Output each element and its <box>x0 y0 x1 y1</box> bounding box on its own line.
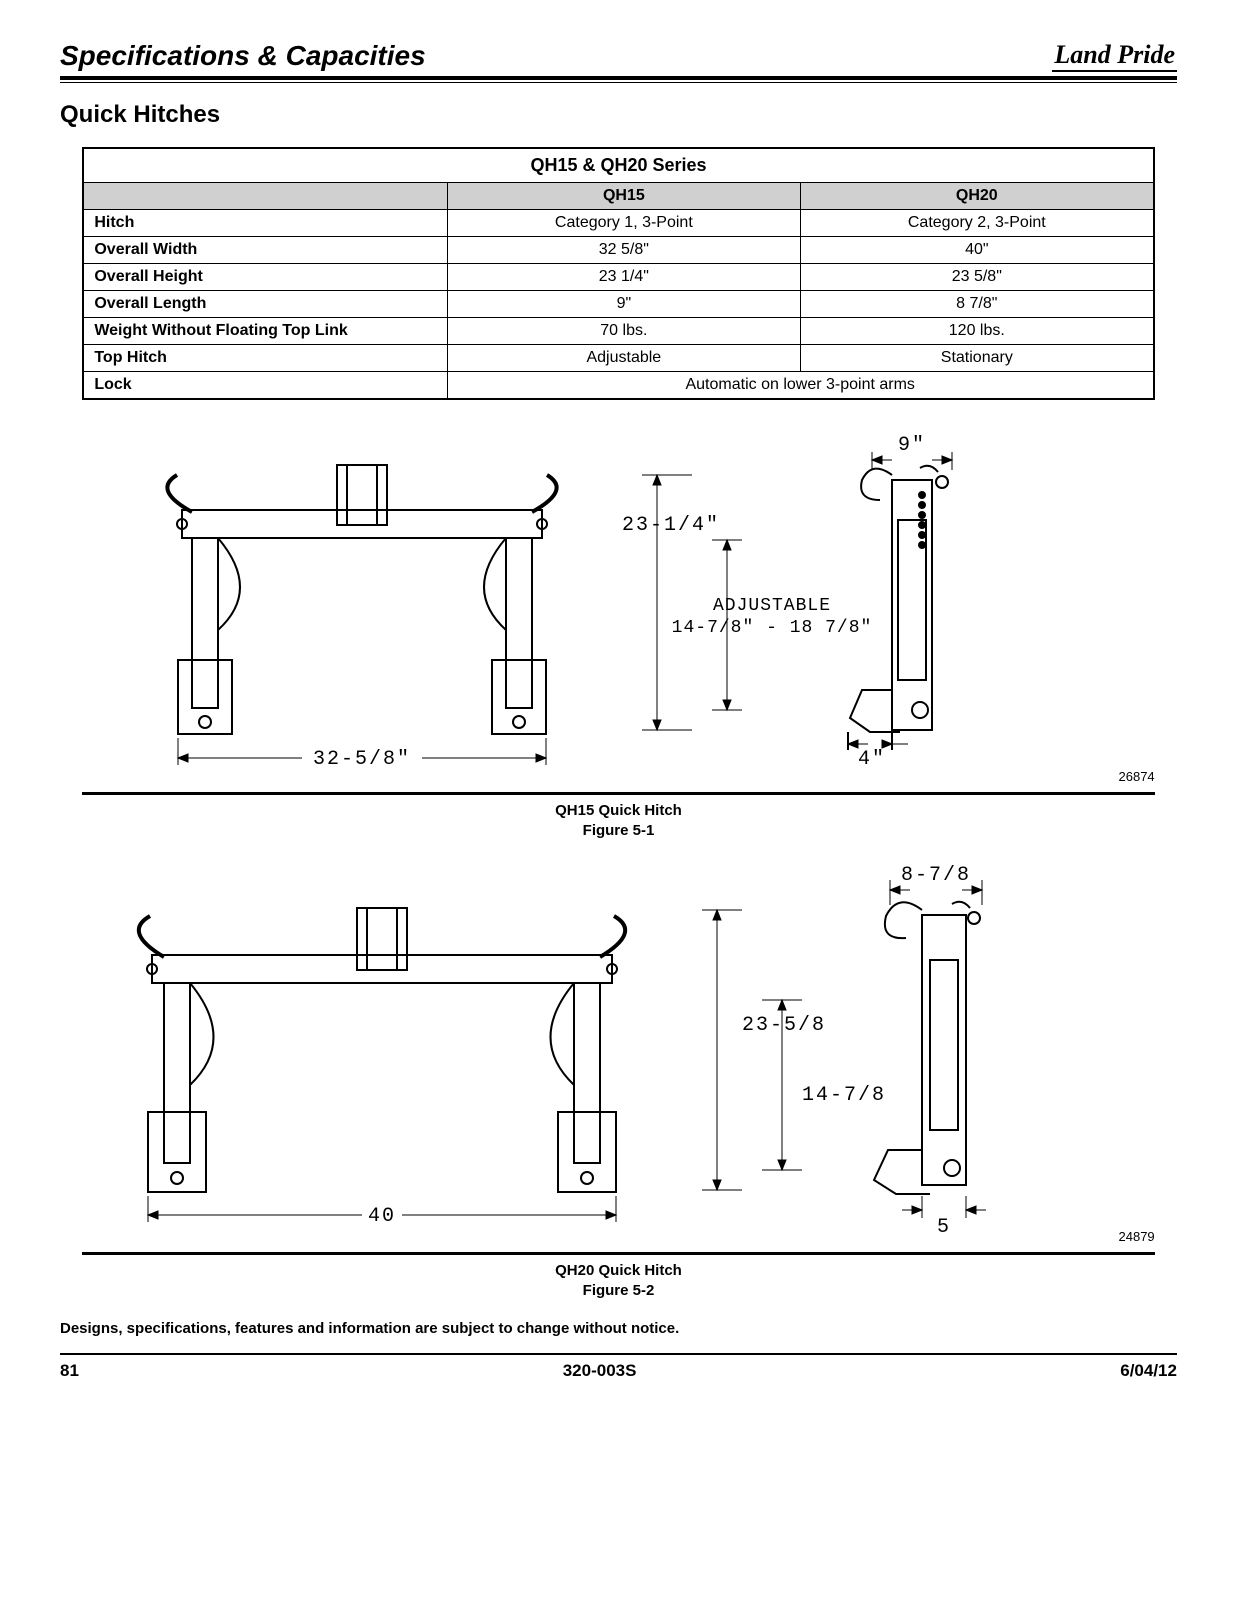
dim-width: 40 <box>368 1205 396 1228</box>
row-label: Overall Height <box>83 264 447 291</box>
figure-rule <box>82 792 1154 795</box>
figure-id: 24879 <box>1119 1229 1155 1244</box>
row-val: 9" <box>447 291 800 318</box>
model-col-1: QH15 <box>447 183 800 210</box>
figure-caption: QH15 Quick Hitch Figure 5-1 <box>82 801 1154 840</box>
row-val: Stationary <box>800 345 1153 372</box>
qh20-diagram: 40 <box>82 860 1082 1250</box>
row-val: 40" <box>800 237 1153 264</box>
page-footer: 81 320-003S 6/04/12 <box>60 1361 1177 1381</box>
row-val: 8 7/8" <box>800 291 1153 318</box>
figure-caption-title: QH15 Quick Hitch <box>555 802 682 819</box>
footer-rule <box>60 1353 1177 1355</box>
figure-1: 32-5/8" <box>82 420 1154 840</box>
section-subheading: Quick Hitches <box>60 101 1177 129</box>
row-val: 23 5/8" <box>800 264 1153 291</box>
row-val: 23 1/4" <box>447 264 800 291</box>
spec-table: QH15 & QH20 Series QH15 QH20 Hitch Categ… <box>82 147 1154 400</box>
dim-width: 32-5/8" <box>313 748 411 771</box>
row-val: 32 5/8" <box>447 237 800 264</box>
dim-height: 23-1/4" <box>622 514 720 537</box>
footer-docnum: 320-003S <box>563 1361 637 1381</box>
qh15-diagram: 32-5/8" <box>82 420 1082 790</box>
figure-caption-num: Figure 5-2 <box>583 1282 655 1299</box>
row-label: Weight Without Floating Top Link <box>83 318 447 345</box>
header-rule <box>60 82 1177 83</box>
series-title: QH15 & QH20 Series <box>83 148 1153 183</box>
dim-adj-label: ADJUSTABLE <box>713 596 831 616</box>
row-val: Category 2, 3-Point <box>800 210 1153 237</box>
figure-rule <box>82 1252 1154 1255</box>
figure-2: 40 <box>82 860 1154 1300</box>
dim-depth-top: 9" <box>898 434 926 457</box>
footer-page: 81 <box>60 1361 79 1381</box>
dim-inner-height: 14-7/8 <box>802 1084 886 1107</box>
figure-caption-num: Figure 5-1 <box>583 822 655 839</box>
row-label: Overall Width <box>83 237 447 264</box>
model-blank <box>83 183 447 210</box>
row-label: Hitch <box>83 210 447 237</box>
disclaimer-text: Designs, specifications, features and in… <box>60 1320 1177 1337</box>
row-val: 70 lbs. <box>447 318 800 345</box>
dim-height: 23-5/8 <box>742 1014 826 1037</box>
figure-caption: QH20 Quick Hitch Figure 5-2 <box>82 1261 1154 1300</box>
figure-id: 26874 <box>1119 769 1155 784</box>
row-val: Adjustable <box>447 345 800 372</box>
figure-caption-title: QH20 Quick Hitch <box>555 1262 682 1279</box>
row-label: Lock <box>83 372 447 400</box>
row-val: 120 lbs. <box>800 318 1153 345</box>
row-val: Category 1, 3-Point <box>447 210 800 237</box>
dim-adj-range: 14-7/8" - 18 7/8" <box>672 618 873 638</box>
dim-depth-bottom: 4" <box>858 748 886 771</box>
row-label: Top Hitch <box>83 345 447 372</box>
page-title: Specifications & Capacities <box>60 40 426 72</box>
footer-date: 6/04/12 <box>1120 1361 1177 1381</box>
page-header: Specifications & Capacities Land Pride <box>60 40 1177 80</box>
dim-depth-top: 8-7/8 <box>901 864 971 887</box>
model-col-2: QH20 <box>800 183 1153 210</box>
row-merged: Automatic on lower 3-point arms <box>447 372 1153 400</box>
row-label: Overall Length <box>83 291 447 318</box>
brand-logo: Land Pride <box>1052 40 1177 72</box>
dim-depth-bottom: 5 <box>937 1216 951 1239</box>
